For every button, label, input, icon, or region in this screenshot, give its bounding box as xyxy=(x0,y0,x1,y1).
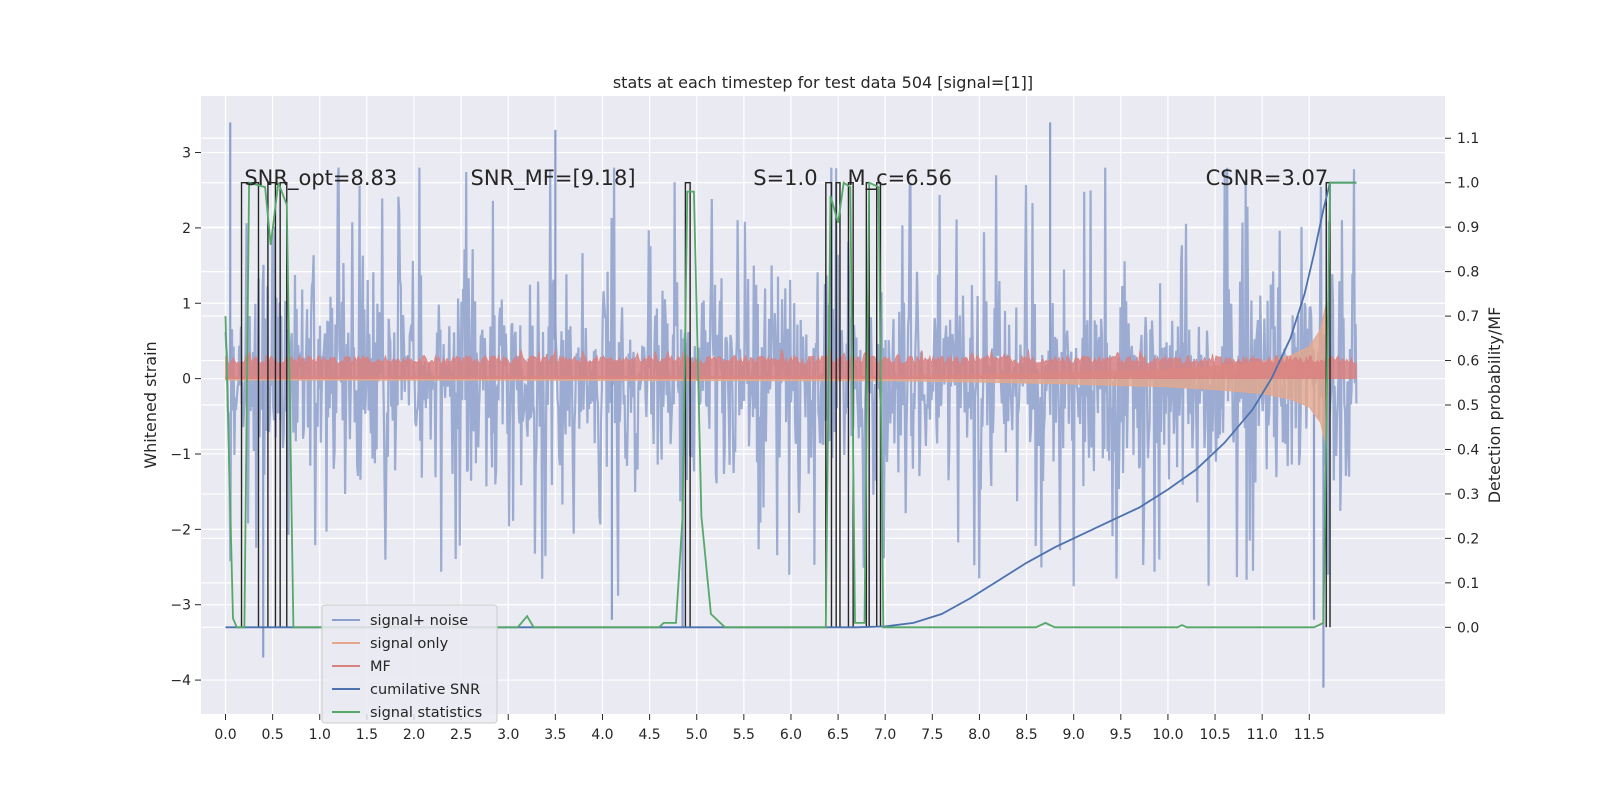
legend-entry: MF xyxy=(370,659,391,675)
annotation: SNR_MF=[9.18] xyxy=(471,166,636,191)
detection-window xyxy=(267,181,277,628)
x-tick-label: 11.5 xyxy=(1294,727,1325,743)
legend: signal+ noise signal only MF cumilative SNR… xyxy=(321,604,498,724)
x-axis-ticks: 0.0 0.5 1.0 1.5 2.0 2.5 3.0 3.5 4.0 4.5 5.0 5.5 6.0 6… xyxy=(214,714,1325,743)
x-tick-label: 2.5 xyxy=(450,727,472,743)
x-tick-label: 4.5 xyxy=(638,727,660,743)
legend-box xyxy=(321,604,498,724)
x-tick-label: 10.5 xyxy=(1199,727,1230,743)
y-tick-label: 0 xyxy=(182,372,191,388)
right-tick-label: 0.5 xyxy=(1457,398,1479,414)
y-tick-label: −1 xyxy=(170,447,191,463)
x-tick-label: 2.0 xyxy=(403,727,425,743)
x-tick-label: 11.0 xyxy=(1247,727,1278,743)
series-layer xyxy=(224,122,1358,688)
right-tick-label: 0.6 xyxy=(1457,354,1479,370)
x-tick-label: 8.5 xyxy=(1015,727,1037,743)
x-tick-label: 9.0 xyxy=(1063,727,1085,743)
detection-window xyxy=(684,181,691,628)
right-axis-ticks: 0.0 0.1 0.2 0.3 0.4 0.5 0.6 0.7 0.8 0.9 1.0 1.1 xyxy=(1445,131,1479,636)
legend-entry: cumilative SNR xyxy=(370,682,480,698)
y-tick-label: −2 xyxy=(170,522,191,538)
y-tick-label: 1 xyxy=(182,296,191,312)
y-axis-label: Whitened strain xyxy=(141,341,160,468)
annotation: M_c=6.56 xyxy=(848,166,953,191)
legend-entry: signal only xyxy=(370,636,449,652)
annotation: S=1.0 xyxy=(753,166,817,190)
right-tick-label: 0.4 xyxy=(1457,442,1479,458)
series-cumilative-snr xyxy=(225,181,1357,629)
right-axis-label: Detection probability/MF xyxy=(1485,307,1504,504)
annotation: CSNR=3.07 xyxy=(1206,166,1329,190)
x-tick-label: 9.5 xyxy=(1110,727,1132,743)
x-tick-label: 0.0 xyxy=(214,727,236,743)
right-tick-label: 1.0 xyxy=(1457,176,1479,192)
chart-title: stats at each timestep for test data 504… xyxy=(613,73,1033,92)
legend-entry: signal statistics xyxy=(370,705,482,721)
x-tick-label: 3.5 xyxy=(544,727,566,743)
annotations: SNR_opt=8.83 SNR_MF=[9.18] S=1.0 M_c=6.56 CS… xyxy=(244,166,1328,191)
x-tick-label: 10.0 xyxy=(1152,727,1183,743)
x-tick-label: 0.5 xyxy=(261,727,283,743)
right-tick-label: 0.9 xyxy=(1457,220,1479,236)
x-tick-label: 1.5 xyxy=(356,727,378,743)
right-tick-label: 0.0 xyxy=(1457,620,1479,636)
series-mf xyxy=(225,348,1357,379)
detection-window xyxy=(279,181,288,628)
right-tick-label: 0.7 xyxy=(1457,309,1479,325)
right-tick-label: 0.8 xyxy=(1457,265,1479,281)
x-tick-label: 5.0 xyxy=(686,727,708,743)
series-signal-statistics xyxy=(224,181,1357,629)
x-tick-label: 6.5 xyxy=(827,727,849,743)
legend-entry: signal+ noise xyxy=(370,613,468,629)
x-tick-label: 5.5 xyxy=(733,727,755,743)
y-tick-label: 3 xyxy=(182,146,191,162)
x-tick-label: 8.0 xyxy=(968,727,990,743)
y-axis-ticks: −4 −3 −2 −1 0 1 2 3 xyxy=(170,146,201,689)
annotation: SNR_opt=8.83 xyxy=(244,166,397,191)
detection-window xyxy=(835,181,841,628)
y-tick-label: −3 xyxy=(170,598,191,614)
detection-window xyxy=(825,181,833,628)
right-tick-label: 0.1 xyxy=(1457,576,1479,592)
x-tick-label: 3.0 xyxy=(497,727,519,743)
y-tick-label: −4 xyxy=(170,673,191,689)
y-tick-label: 2 xyxy=(182,221,191,237)
x-tick-label: 7.0 xyxy=(874,727,896,743)
right-tick-label: 0.2 xyxy=(1457,531,1479,547)
right-tick-label: 0.3 xyxy=(1457,487,1479,503)
x-tick-label: 1.0 xyxy=(309,727,331,743)
right-tick-label: 1.1 xyxy=(1457,131,1479,147)
x-tick-label: 4.0 xyxy=(591,727,613,743)
x-tick-label: 7.5 xyxy=(921,727,943,743)
x-tick-label: 6.0 xyxy=(780,727,802,743)
